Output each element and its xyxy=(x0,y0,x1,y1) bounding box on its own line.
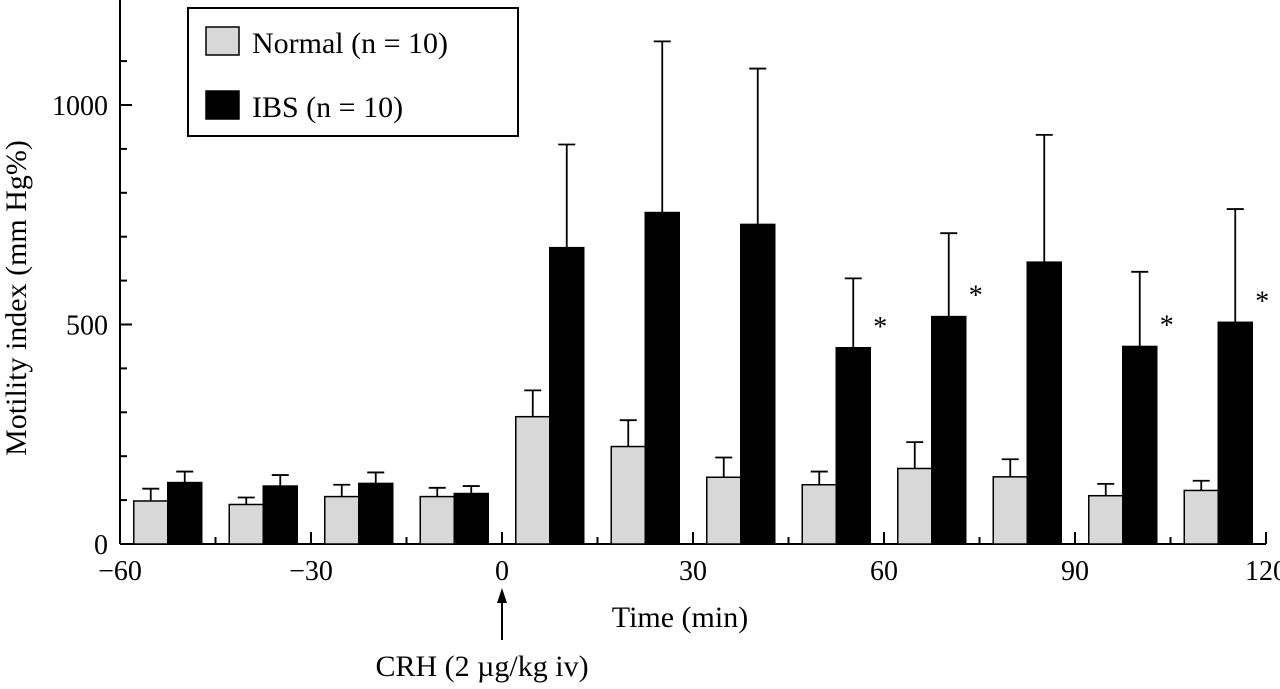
significance-marker: * xyxy=(969,281,983,312)
normal-bar xyxy=(419,495,455,545)
x-axis-label: Time (min) xyxy=(612,601,748,634)
ibs-bar xyxy=(358,482,394,545)
ibs-bar xyxy=(262,485,298,545)
x-tick-label: 60 xyxy=(870,556,898,587)
legend-box xyxy=(187,7,519,137)
ibs-bar xyxy=(1122,345,1158,545)
y-tick-label: 1000 xyxy=(52,91,108,122)
ibs-bar xyxy=(1217,321,1253,545)
y-tick-label: 500 xyxy=(66,311,108,342)
ibs-bar xyxy=(931,315,967,545)
normal-bar xyxy=(228,503,264,545)
ibs-bar xyxy=(453,492,489,545)
normal-bar xyxy=(992,476,1028,545)
y-axis-label: Motility index (mm Hg%) xyxy=(0,140,33,456)
normal-bar xyxy=(706,476,742,545)
ibs-bar xyxy=(167,481,203,545)
legend-label-ibs: IBS (n = 10) xyxy=(252,91,403,124)
ibs-bar xyxy=(835,347,871,545)
ibs-bar xyxy=(644,211,680,545)
significance-marker: * xyxy=(1160,310,1174,341)
x-tick-label: −30 xyxy=(289,556,333,587)
ibs-bar xyxy=(1026,261,1062,545)
normal-bar xyxy=(324,495,360,545)
crh-arrow-head xyxy=(497,588,507,603)
normal-bar xyxy=(1088,494,1124,545)
legend-swatch-ibs xyxy=(205,90,240,120)
significance-marker: * xyxy=(873,312,887,343)
normal-bar xyxy=(133,500,169,545)
x-tick-label: 30 xyxy=(679,556,707,587)
normal-bar xyxy=(1183,489,1219,545)
ibs-bar xyxy=(740,223,776,545)
x-tick-label: 120 xyxy=(1245,556,1280,587)
normal-bar xyxy=(897,467,933,545)
legend-swatch-normal xyxy=(205,26,240,56)
normal-bar xyxy=(515,415,551,545)
x-tick-label: 90 xyxy=(1061,556,1089,587)
crh-annotation: CRH (2 µg/kg iv) xyxy=(375,650,588,683)
normal-bar xyxy=(610,445,646,545)
normal-bar xyxy=(801,483,837,545)
x-tick-label: −60 xyxy=(98,556,142,587)
legend-label-normal: Normal (n = 10) xyxy=(252,27,448,60)
x-tick-label: 0 xyxy=(495,556,509,587)
ibs-bar xyxy=(549,246,585,545)
significance-marker: * xyxy=(1255,286,1269,317)
y-tick-label: 0 xyxy=(94,530,108,561)
